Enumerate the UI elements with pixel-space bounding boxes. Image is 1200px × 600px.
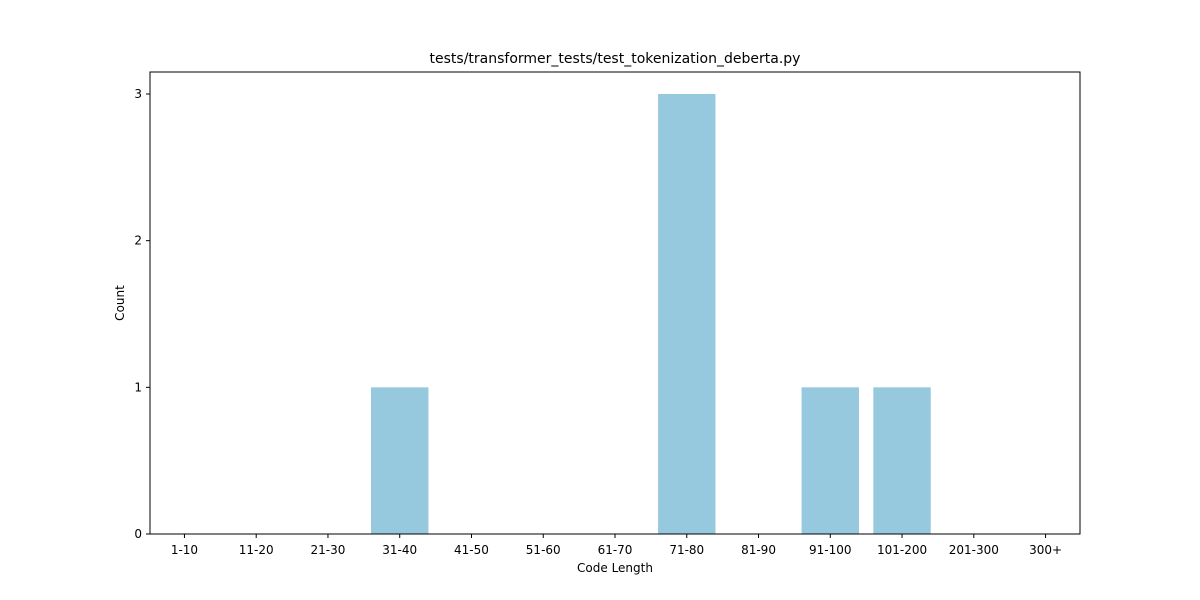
y-axis-label: Count: [113, 285, 127, 321]
x-tick-label: 11-20: [239, 543, 274, 557]
x-tick-label: 61-70: [598, 543, 633, 557]
bar-91-100: [801, 387, 859, 534]
bar-101-200: [873, 387, 931, 534]
x-tick-label: 81-90: [741, 543, 776, 557]
x-tick-label: 300+: [1029, 543, 1062, 557]
bar-31-40: [371, 387, 429, 534]
y-axis-ticks: 0 1 2 3: [134, 87, 150, 541]
chart-title: tests/transformer_tests/test_tokenizatio…: [430, 51, 801, 67]
x-axis-label: Code Length: [577, 561, 653, 575]
y-tick-label: 1: [134, 380, 142, 394]
y-tick-label: 2: [134, 234, 142, 248]
x-tick-label: 41-50: [454, 543, 489, 557]
x-tick-label: 1-10: [171, 543, 198, 557]
bar-71-80: [658, 94, 716, 534]
x-tick-label: 21-30: [311, 543, 346, 557]
x-tick-label: 91-100: [809, 543, 852, 557]
plot-frame: [149, 71, 1081, 535]
bars: [371, 94, 931, 534]
x-tick-label: 31-40: [382, 543, 417, 557]
x-tick-label: 51-60: [526, 543, 561, 557]
x-tick-label: 201-300: [949, 543, 999, 557]
x-axis-ticks: 1-10 11-20 21-30 31-40 41-50 51-60 61-70 71-80 8…: [171, 534, 1062, 557]
y-tick-label: 3: [134, 87, 142, 101]
x-tick-label: 71-80: [669, 543, 704, 557]
y-tick-label: 0: [134, 527, 142, 541]
x-tick-label: 101-200: [877, 543, 927, 557]
